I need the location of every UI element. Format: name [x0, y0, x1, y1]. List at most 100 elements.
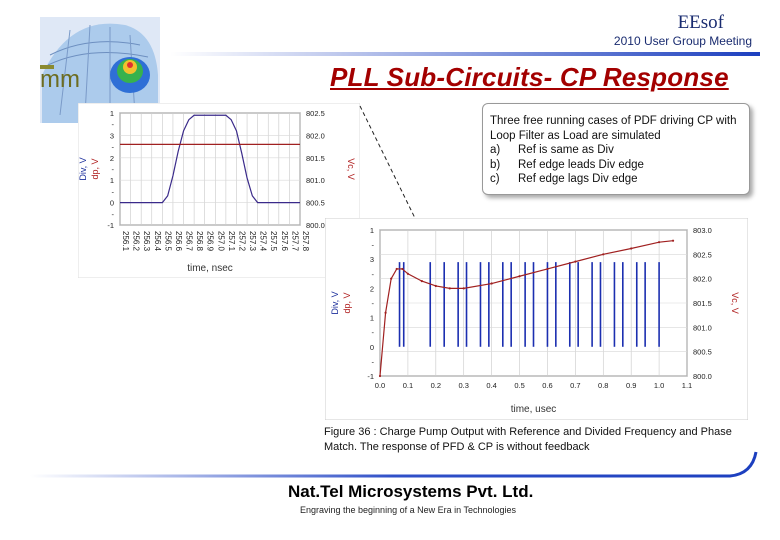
series-line: [120, 114, 300, 204]
y-left-tick-label: -: [372, 270, 375, 279]
series-point: [406, 272, 410, 275]
notes-item: c) Ref edge lags Div edge: [490, 173, 638, 185]
series-point: [448, 287, 451, 290]
y-left-tick-label: 1: [110, 176, 114, 185]
x-tick-label: 0.7: [570, 381, 580, 390]
y-left-tick-label: 1: [110, 109, 114, 118]
y-left-tick-label: 0: [110, 199, 114, 208]
notes-item: a) Ref is same as Div: [490, 144, 614, 156]
y-left-axis-label: Div, V: [78, 157, 88, 180]
y-left-tick-label: 3: [110, 131, 114, 140]
x-tick-label: 1.1: [682, 381, 692, 390]
y-left-tick-label: 3: [370, 255, 374, 264]
x-tick-label: 0.4: [486, 381, 496, 390]
y-left-tick-label: 1: [370, 314, 374, 323]
notes-intro: Three free running cases of PDF driving …: [490, 115, 737, 142]
x-tick-label: 256.2: [132, 231, 141, 252]
y-left-tick-label: -: [112, 210, 115, 219]
series-point: [490, 282, 493, 285]
x-tick-label: 0.8: [598, 381, 608, 390]
y-right-tick-label: 802.5: [693, 250, 712, 259]
svg-text:mm: mm: [40, 66, 80, 93]
x-tick-label: 256.7: [185, 231, 194, 252]
series-point: [630, 247, 633, 250]
series-point: [384, 311, 387, 314]
series-point: [546, 267, 549, 271]
x-tick-label: 256.6: [174, 231, 183, 252]
y-left-tick-label: -: [112, 165, 115, 174]
y-left-tick-label: 2: [110, 154, 114, 163]
x-tick-label: 257.1: [227, 231, 236, 252]
series-point: [574, 260, 577, 263]
series-point: [420, 280, 423, 283]
series-point: [378, 374, 382, 378]
x-tick-label: 0.5: [514, 381, 524, 390]
y-right-tick-label: 800.0: [693, 372, 712, 381]
y-left-axis-label-2: dp, V: [90, 158, 100, 179]
x-tick-label: 257.6: [280, 231, 289, 252]
y-left-tick-label: 2: [370, 284, 374, 293]
x-tick-label: 257.3: [248, 231, 257, 252]
simulation-notes-box: Three free running cases of PDF driving …: [482, 103, 750, 195]
x-tick-label: 257.7: [290, 231, 299, 252]
footer-divider: [30, 451, 758, 478]
series-point: [390, 277, 393, 280]
series-point: [462, 287, 465, 290]
x-tick-label: 256.3: [142, 231, 151, 252]
y-left-axis-label-2: dp, V: [342, 292, 352, 313]
y-left-tick-label: -: [372, 357, 375, 366]
company-tagline: Engraving the beginning of a New Era in …: [300, 505, 516, 515]
x-axis-label: time, usec: [511, 404, 557, 415]
header-divider: [170, 52, 760, 56]
chart-pulse-zoom: 256.1 256.2 256.3 256.4 256.5 256.6 256.7 256.8…: [78, 103, 360, 278]
x-tick-label: 0.9: [626, 381, 636, 390]
y-right-tick-label: 800.5: [693, 348, 712, 357]
y-left-tick-label: -1: [107, 221, 114, 230]
logo-graphic: mm: [40, 17, 160, 123]
y-left-tick-label: -: [372, 299, 375, 308]
y-left-axis-label: Div, V: [330, 291, 340, 314]
y-left-tick-label: -: [112, 187, 115, 196]
y-left-tick-label: -: [372, 241, 375, 250]
chart-full-response: 0.0 0.1 0.2 0.3 0.4 0.5 0.6 0.7 0.8 0.9 1.0 1.1 1 - 3 -…: [325, 218, 748, 420]
series-point: [657, 241, 661, 244]
slide-title: PLL Sub-Circuits- CP Response: [330, 62, 729, 92]
x-tick-label: 256.1: [121, 231, 130, 252]
x-tick-label: 256.5: [163, 231, 172, 252]
y-left-tick-label: -: [112, 143, 115, 152]
x-tick-label: 257.2: [237, 231, 246, 252]
x-tick-label: 256.4: [153, 231, 162, 252]
company-name: Nat.Tel Microsystems Pvt. Ltd.: [288, 482, 534, 501]
series-point: [671, 239, 675, 242]
x-tick-label: 0.2: [431, 381, 441, 390]
y-right-tick-label: 801.5: [306, 154, 325, 163]
y-right-tick-label: 800.5: [306, 199, 325, 208]
x-tick-label: 257.4: [259, 231, 268, 252]
y-left-tick-label: -: [372, 328, 375, 337]
y-right-axis-label: Vc, V: [346, 158, 356, 180]
y-right-tick-label: 802.5: [306, 109, 325, 118]
y-right-tick-label: 802.0: [693, 275, 712, 284]
y-left-tick-label: 1: [370, 226, 374, 235]
x-tick-label: 1.0: [654, 381, 664, 390]
y-right-tick-label: 801.0: [693, 323, 712, 332]
x-tick-label: 257.0: [216, 231, 225, 252]
y-left-tick-label: -1: [367, 372, 374, 381]
series-point: [401, 267, 404, 271]
x-tick-label: 256.8: [195, 231, 204, 252]
series-point: [434, 284, 437, 288]
figure-caption: Figure 36 : Charge Pump Output with Refe…: [324, 426, 732, 453]
series-point: [518, 275, 521, 278]
y-right-tick-label: 800.0: [306, 221, 325, 230]
y-right-tick-label: 803.0: [693, 226, 712, 235]
series-point: [395, 267, 398, 271]
x-tick-label: 0.6: [542, 381, 552, 390]
y-right-tick-label: 802.0: [306, 131, 325, 140]
event-name: 2010 User Group Meeting: [613, 34, 752, 48]
x-tick-label: 0.3: [459, 381, 469, 390]
x-axis-label: time, nsec: [187, 263, 233, 274]
y-right-axis-label: Vc, V: [730, 292, 740, 314]
x-tick-label: 257.5: [269, 231, 278, 252]
series-point: [602, 253, 605, 256]
x-tick-label: 0.0: [375, 381, 385, 390]
